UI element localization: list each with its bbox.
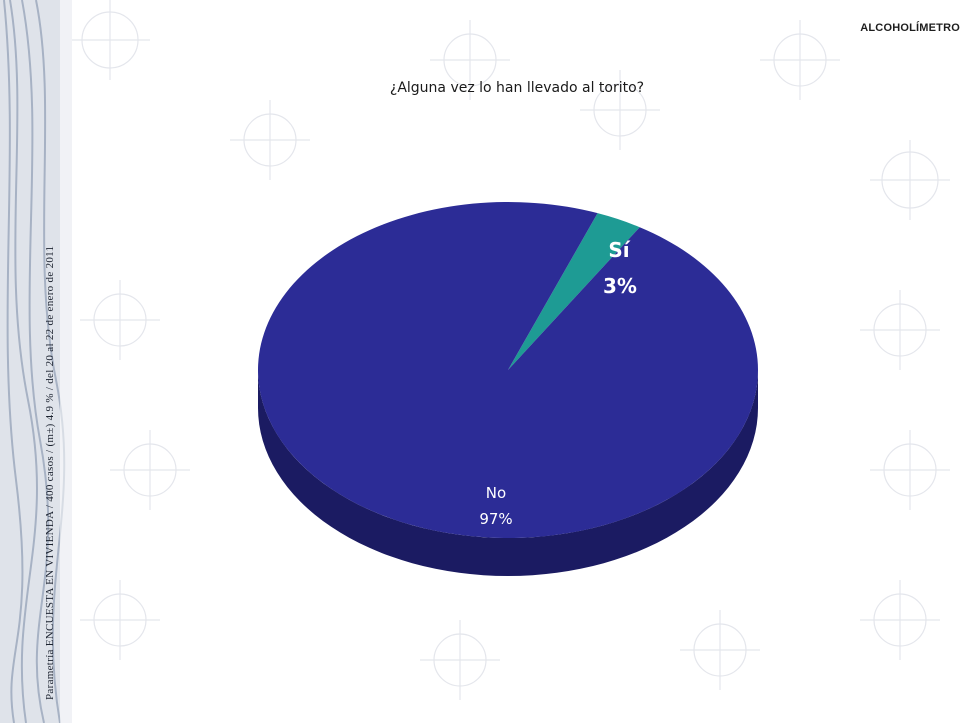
chart-title: ¿Alguna vez lo han llevado al torito? bbox=[389, 80, 645, 96]
pie-3d-side bbox=[258, 370, 758, 576]
pie-labels: Sí 3% No 97% bbox=[479, 238, 637, 528]
pie-slice-si bbox=[508, 213, 640, 370]
pie-slice-no bbox=[258, 202, 759, 539]
left-decorative-strip bbox=[0, 0, 72, 723]
label-no-percent: 97% bbox=[479, 510, 512, 528]
pie-side-no bbox=[258, 370, 758, 576]
label-no-category: No bbox=[486, 484, 506, 502]
section-label: ALCOHOLÍMETRO bbox=[860, 22, 960, 34]
pie-slices bbox=[258, 202, 759, 539]
label-si-category: Sí bbox=[608, 238, 630, 262]
label-si-percent: 3% bbox=[603, 274, 637, 298]
